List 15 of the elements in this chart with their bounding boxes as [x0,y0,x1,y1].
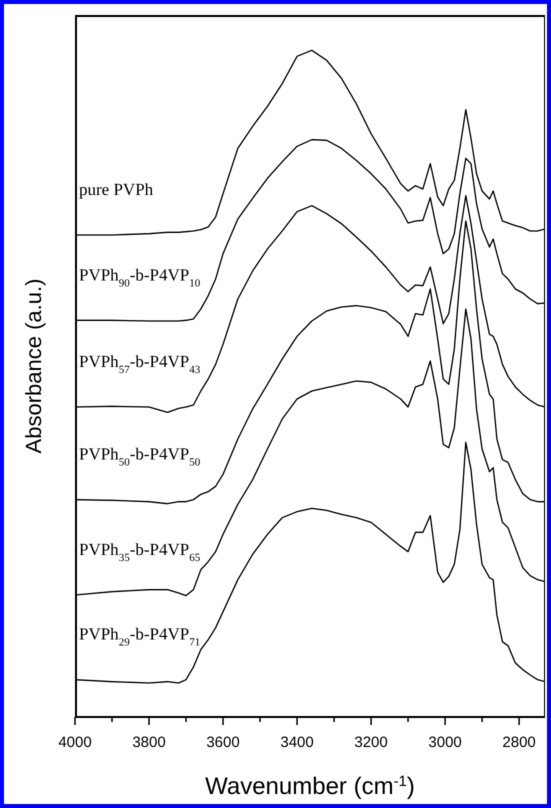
y-axis-title: Absorbance (a.u.) [21,278,47,454]
series-label: PVPh$_{35}$-b-P4VP$_{65}$ [79,540,201,564]
x-tick-label: 3000 [428,734,462,751]
text: pure PVPh [79,180,154,199]
series-label: PVPh$_{50}$-b-P4VP$_{50}$ [79,444,201,469]
x-tick-label: 3600 [206,734,240,751]
x-tick-label: 4000 [58,734,92,751]
x-tick-label: 3800 [132,734,166,751]
x-axis-title: Wavenumber (cm$^{-1}$) [205,772,415,800]
x-tick-label: 2800 [502,734,536,751]
x-tick-label: 3200 [354,734,388,751]
series-label: PVPh$_{29}$-b-P4VP$_{71}$ [79,624,200,649]
series-label: PVPh$_{90}$-b-P4VP$_{10}$ [79,265,201,290]
series-label: PVPh$_{57}$-b-P4VP$_{43}$ [79,352,201,376]
x-tick-label: 3400 [280,734,314,751]
